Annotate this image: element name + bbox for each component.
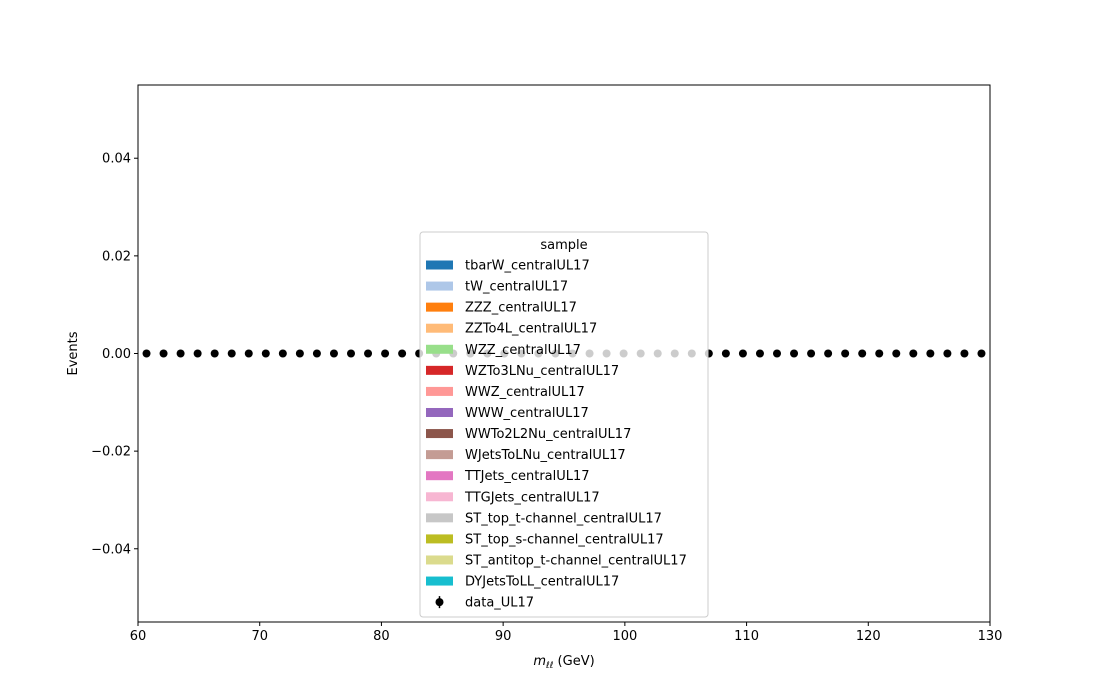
legend-swatch [426,492,453,502]
data-point [807,349,816,358]
legend-swatch [426,323,453,333]
data-point [261,349,270,358]
data-point [858,349,867,358]
data-point [824,349,833,358]
data-point [977,349,986,358]
legend-swatch [426,365,453,375]
legend-data-marker [435,598,444,607]
data-point [909,349,918,358]
x-tick-label: 90 [495,629,512,644]
y-tick-label: 0.00 [102,347,131,362]
legend-entry-label: WWTo2L2Nu_centralUL17 [465,427,631,442]
x-tick-label: 130 [978,629,1003,644]
legend-entry-label: WZZ_centralUL17 [465,343,581,358]
data-point [841,349,850,358]
data-point [347,349,355,358]
data-point [364,349,373,358]
data-point [875,349,884,358]
legend-swatch [426,513,453,523]
legend-swatch [426,281,453,291]
y-tick-label: −0.02 [91,445,131,460]
data-point [295,349,304,358]
legend-entry-label: ST_top_t-channel_centralUL17 [465,511,662,526]
data-point [926,349,935,358]
y-tick-label: 0.02 [102,249,131,264]
data-point [738,349,747,358]
legend-entry-label: DYJetsToLL_centralUL17 [465,575,619,590]
x-tick-label: 120 [856,629,881,644]
y-axis-label: Events [66,331,81,375]
legend-entry-label: ZZZ_centralUL17 [465,301,577,316]
x-axis-label-main: m [533,654,546,669]
data-point [329,349,338,358]
legend-swatch [426,302,453,312]
data-point [176,349,185,358]
legend-entry-label: TTGJets_centralUL17 [464,490,600,505]
data-point [892,349,901,358]
legend-entry-label: WZTo3LNu_centralUL17 [465,364,619,379]
x-axis-label-subscript: ℓℓ [545,661,553,671]
data-point [398,349,407,358]
x-axis-label-unit: (GeV) [553,654,594,669]
legend-entry-label: WWZ_centralUL17 [465,385,585,400]
data-point [381,349,390,358]
legend-entry-label: ZZTo4L_centralUL17 [465,322,597,337]
data-point [159,349,168,358]
ticks: 60 70 80 90 100 110 120 130 −0.04 −0.02 0.00 0.02 0.… [91,152,1002,644]
y-tick-label: −0.04 [91,542,131,557]
data-point [721,349,730,358]
data-point [773,349,781,358]
legend-title: sample [540,238,587,253]
y-tick-label: 0.04 [102,152,131,167]
x-tick-label: 70 [251,629,268,644]
data-point [312,349,321,358]
data-point [960,349,969,358]
x-axis-label: mℓℓ (GeV) [533,654,594,671]
legend-swatch [426,471,453,481]
legend-swatch [426,429,453,439]
legend-entry-label: WWW_centralUL17 [465,406,589,421]
x-tick-label: 80 [373,629,390,644]
legend-swatch [426,555,453,565]
x-tick-label: 60 [130,629,147,644]
legend-swatch [426,260,453,270]
data-point [142,349,151,358]
legend: sample tbarW_centralUL17 tW_centralUL17 ZZZ… [419,231,709,618]
legend-entry-label: ST_antitop_t-channel_centralUL17 [465,553,687,568]
legend-swatch [426,576,453,586]
data-point [193,349,202,358]
data-point [755,349,764,358]
legend-entry-label: WJetsToLNu_centralUL17 [465,448,626,463]
legend-entry-label: ST_top_s-channel_centralUL17 [465,532,664,547]
legend-swatch [426,534,453,544]
data-point [278,349,287,358]
legend-entry-label: data_UL17 [465,596,534,611]
axes-frame [137,84,991,623]
data-point [210,349,219,358]
x-tick-label: 110 [734,629,759,644]
legend-box [419,231,709,618]
legend-entry-label: tW_centralUL17 [465,280,568,295]
legend-swatch [426,450,453,460]
legend-swatch [426,344,453,354]
legend-entry-label: TTJets_centralUL17 [464,469,590,484]
legend-entry-label: tbarW_centralUL17 [465,259,590,274]
legend-swatch [426,407,453,417]
data-point [227,349,236,358]
data-point [244,349,253,358]
data-point [943,349,952,358]
data-point [790,349,799,358]
x-tick-label: 100 [612,629,637,644]
legend-swatch [426,386,453,396]
